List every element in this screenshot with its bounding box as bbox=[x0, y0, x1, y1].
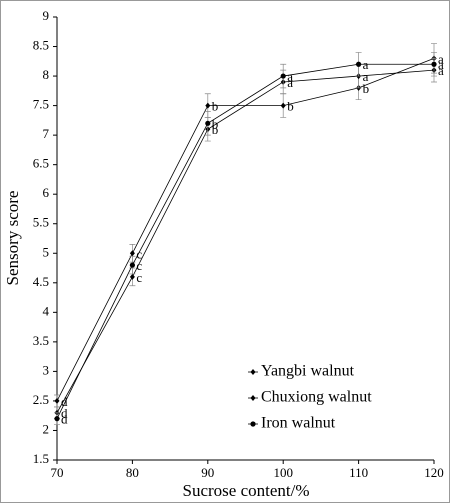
significance-label: c bbox=[136, 246, 142, 261]
point bbox=[280, 73, 286, 79]
y-tick-label: 3.5 bbox=[33, 333, 49, 348]
significance-label: b bbox=[287, 99, 294, 114]
y-tick-label: 3 bbox=[43, 362, 50, 377]
significance-label: a bbox=[363, 69, 369, 84]
legend-marker bbox=[250, 395, 256, 401]
y-tick-label: 8.5 bbox=[33, 38, 49, 53]
point bbox=[205, 102, 211, 109]
significance-label: c bbox=[136, 270, 142, 285]
x-tick-label: 90 bbox=[201, 465, 214, 480]
point bbox=[205, 120, 211, 126]
series-line bbox=[56, 63, 434, 419]
legend-text: Yangbi walnut bbox=[261, 363, 355, 380]
significance-label: b bbox=[212, 99, 219, 114]
significance-label: a bbox=[438, 57, 444, 72]
significance-label: b bbox=[212, 116, 219, 131]
significance-label: a bbox=[438, 63, 444, 78]
significance-label: b bbox=[363, 81, 370, 96]
x-axis-title: Sucrose content/% bbox=[183, 481, 310, 500]
y-tick-label: 1.5 bbox=[33, 451, 49, 466]
significance-label: d bbox=[61, 394, 68, 409]
significance-label: b bbox=[212, 122, 219, 137]
legend-text: Chuxiong walnut bbox=[261, 389, 372, 406]
y-tick-label: 9 bbox=[43, 8, 50, 23]
point bbox=[431, 61, 437, 67]
point bbox=[129, 250, 135, 257]
y-tick-label: 2.5 bbox=[33, 392, 49, 407]
significance-label: a bbox=[363, 57, 369, 72]
y-tick-label: 6.5 bbox=[33, 156, 49, 171]
point bbox=[129, 262, 135, 268]
y-tick-label: 7 bbox=[43, 126, 50, 141]
y-tick-label: 5.5 bbox=[33, 215, 49, 230]
x-tick-label: 120 bbox=[424, 465, 444, 480]
point bbox=[356, 61, 362, 67]
series-line bbox=[56, 57, 435, 402]
point bbox=[54, 416, 60, 422]
significance-label: a bbox=[438, 51, 444, 66]
legend-text: Iron walnut bbox=[261, 415, 336, 432]
y-tick-label: 4.5 bbox=[33, 274, 49, 289]
x-tick-label: 100 bbox=[273, 465, 293, 480]
y-tick-label: 5 bbox=[43, 244, 50, 259]
y-tick-label: 7.5 bbox=[33, 97, 49, 112]
significance-label: c bbox=[136, 258, 142, 273]
significance-label: d bbox=[61, 406, 68, 421]
x-tick-label: 70 bbox=[51, 465, 64, 480]
x-tick-label: 80 bbox=[126, 465, 139, 480]
legend-marker bbox=[250, 369, 256, 375]
y-tick-label: 2 bbox=[43, 421, 50, 436]
y-tick-label: 6 bbox=[43, 185, 50, 200]
y-tick-label: 4 bbox=[43, 303, 50, 318]
point bbox=[280, 102, 286, 109]
y-tick-label: 8 bbox=[43, 67, 50, 82]
x-tick-label: 110 bbox=[349, 465, 368, 480]
significance-label: a bbox=[287, 69, 293, 84]
y-axis-title: Sensory score bbox=[3, 191, 22, 286]
series-line bbox=[56, 69, 435, 413]
point bbox=[129, 273, 135, 280]
point bbox=[54, 397, 60, 404]
significance-label: d bbox=[61, 412, 68, 427]
legend-marker bbox=[250, 421, 256, 427]
significance-label: a bbox=[287, 75, 293, 90]
